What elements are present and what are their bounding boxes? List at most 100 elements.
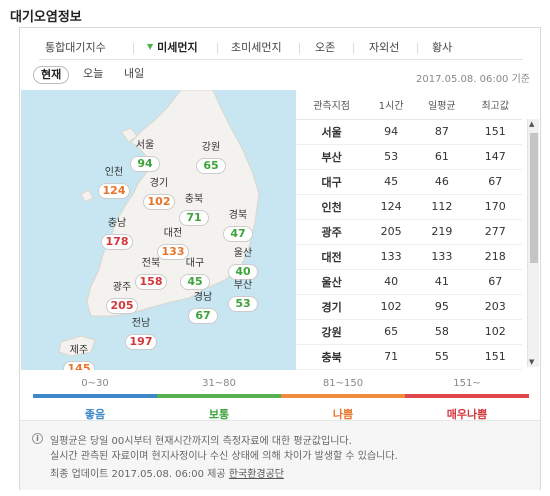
legend-label: 보통 [208, 408, 230, 421]
region-value-badge: 65 [196, 158, 226, 174]
tab-now[interactable]: 현재 [33, 66, 70, 84]
region-gyeongbuk[interactable]: 경북 47 [216, 210, 260, 242]
region-name: 울산 [233, 248, 253, 259]
station-table-container[interactable]: 관측지점 1시간 일평균 최고값 서울 94 87 151 부산 53 61 1 [296, 90, 540, 370]
station-table: 관측지점 1시간 일평균 최고값 서울 94 87 151 부산 53 61 1 [296, 90, 522, 370]
page-title: 대기오염정보 [10, 10, 82, 25]
region-name: 충북 [184, 194, 204, 205]
tab-fine-dust[interactable]: ▼ 미세먼지 [147, 39, 198, 55]
tab-tomorrow[interactable]: 내일 [124, 67, 145, 80]
timestamp: 2017.05.08. 06:00 기준 [415, 74, 530, 85]
table-cell: 58 [415, 319, 469, 345]
region-gyeongnam[interactable]: 경남 67 [181, 292, 225, 324]
region-value-badge: 102 [142, 194, 176, 210]
notice-line-1: 일평균은 당일 00시부터 현재시간까지의 측정자료에 대한 평균값입니다. [50, 436, 352, 447]
region-name: 서울 [135, 140, 155, 151]
region-name: 대구 [185, 258, 205, 269]
region-ulsan[interactable]: 울산 40 [221, 248, 265, 280]
legend-good: 0~30 좋음 [33, 378, 157, 422]
notice-line-2: 실시간 관측된 자료이며 현지사정이나 수신 상태에 의해 차이가 발생할 수 … [50, 451, 398, 462]
region-value-badge: 47 [223, 226, 253, 242]
tab-ozone[interactable]: 오존 [315, 39, 335, 55]
tab-ultrafine-dust[interactable]: 초미세먼지 [231, 39, 282, 55]
table-cell: 46 [415, 169, 469, 195]
region-value-badge: 178 [100, 234, 134, 250]
table-cell: 53 [367, 144, 416, 170]
tab-divider [353, 43, 354, 54]
region-chungnam[interactable]: 충남 178 [95, 218, 139, 250]
table-cell: 133 [367, 244, 416, 270]
table-row: 인천 124 112 170 [296, 194, 522, 220]
tab-uv[interactable]: 자외선 [369, 39, 399, 55]
region-daegu[interactable]: 대구 45 [173, 258, 217, 290]
table-row: 경기 102 95 203 [296, 294, 522, 320]
region-value-badge: 158 [134, 274, 168, 290]
region-incheon[interactable]: 인천 124 [92, 167, 136, 199]
info-icon: i [32, 433, 43, 444]
legend-bar [281, 394, 405, 398]
table-cell: 61 [415, 144, 469, 170]
region-name: 경북 [228, 210, 248, 221]
tab-yellow-dust[interactable]: 황사 [432, 39, 452, 55]
tab-divider [417, 43, 418, 54]
time-tabs: 현재 오늘 내일 2017.05.08. 06:00 기준 [20, 62, 540, 90]
region-chungbuk[interactable]: 충북 71 [172, 194, 216, 226]
table-cell: 95 [415, 294, 469, 320]
table-scrollbar[interactable]: ▲ ▼ [527, 119, 539, 367]
region-busan[interactable]: 부산 53 [221, 280, 265, 312]
table-cell: 67 [468, 169, 522, 195]
table-cell: 133 [415, 244, 469, 270]
table-cell: 151 [468, 119, 522, 145]
region-name: 제주 [69, 345, 89, 356]
region-jeonnam[interactable]: 전남 197 [119, 318, 163, 350]
column-header: 일평균 [415, 90, 469, 120]
region-name: 전남 [131, 318, 151, 329]
region-gwangju[interactable]: 광주 205 [100, 282, 144, 314]
region-value-badge: 197 [124, 334, 158, 350]
table-cell: 광주 [296, 219, 368, 245]
legend-label: 나쁨 [332, 408, 354, 421]
table-cell: 124 [367, 194, 416, 220]
source-link[interactable]: 한국환경공단 [228, 469, 284, 480]
region-seoul[interactable]: 서울 94 [123, 140, 167, 172]
tab-integrated-index[interactable]: 통합대기지수 [45, 39, 106, 55]
region-value-badge: 67 [188, 308, 218, 324]
region-daejeon[interactable]: 대전 133 [151, 228, 195, 260]
region-value-badge: 53 [228, 296, 258, 312]
table-cell: 112 [415, 194, 469, 220]
table-row: 부산 53 61 147 [296, 144, 522, 170]
tab-today[interactable]: 오늘 [83, 67, 104, 80]
legend-bad: 81~150 나쁨 [281, 378, 405, 422]
legend-range: 31~80 [202, 378, 236, 389]
air-quality-panel: 통합대기지수 ▼ 미세먼지 초미세먼지 오존 자외선 황사 현재 오늘 내일 20… [19, 27, 541, 490]
region-value-badge: 145 [62, 361, 96, 370]
table-cell: 40 [367, 269, 416, 295]
table-cell: 218 [468, 244, 522, 270]
table-cell: 55 [415, 344, 469, 370]
region-jeju[interactable]: 제주 145 [57, 345, 101, 370]
table-row: 광주 205 219 277 [296, 219, 522, 245]
table-row: 서울 94 87 151 [296, 119, 522, 145]
scroll-down-icon[interactable]: ▼ [529, 358, 535, 366]
region-gangwon[interactable]: 강원 65 [189, 142, 233, 174]
table-cell: 대전 [296, 244, 368, 270]
region-jeonbuk[interactable]: 전북 158 [129, 258, 173, 290]
notice-box: i 일평균은 당일 00시부터 현재시간까지의 측정자료에 대한 평균값입니다.… [20, 420, 540, 490]
table-cell: 41 [415, 269, 469, 295]
table-cell: 102 [367, 294, 416, 320]
tab-divider [217, 43, 218, 54]
scroll-up-icon[interactable]: ▲ [529, 120, 535, 128]
table-row: 강원 65 58 102 [296, 319, 522, 345]
tab-label: 초미세먼지 [231, 41, 282, 54]
table-cell: 219 [415, 219, 469, 245]
legend-normal: 31~80 보통 [157, 378, 281, 422]
table-cell: 205 [367, 219, 416, 245]
region-gyeonggi[interactable]: 경기 102 [137, 178, 181, 210]
region-value-badge: 133 [156, 244, 190, 260]
tab-label: 자외선 [369, 41, 400, 54]
legend-bar [33, 394, 157, 398]
region-value-badge: 124 [97, 183, 131, 199]
table-row: 충북 71 55 151 [296, 344, 522, 370]
region-value-badge: 94 [130, 156, 160, 172]
scrollbar-thumb[interactable] [530, 133, 538, 263]
